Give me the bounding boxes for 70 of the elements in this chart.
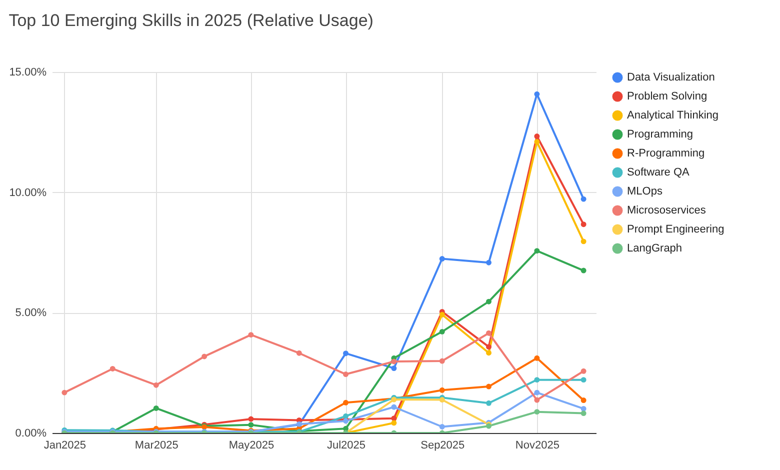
point <box>580 368 586 374</box>
point <box>391 358 397 364</box>
point <box>439 256 445 262</box>
x-tick-label: Mar2025 <box>134 440 178 452</box>
point <box>391 404 397 410</box>
point <box>580 222 586 228</box>
point <box>296 350 302 356</box>
y-tick-label: 15.00% <box>9 66 47 78</box>
point <box>248 332 254 338</box>
point <box>486 344 492 350</box>
point <box>534 355 540 361</box>
point <box>580 196 586 202</box>
point <box>486 260 492 266</box>
legend-label: MLOps <box>627 186 663 198</box>
point <box>110 366 116 372</box>
legend-label: Problem Solving <box>627 90 708 102</box>
legend-label: Analytical Thinking <box>627 110 719 122</box>
point <box>534 377 540 383</box>
y-tick-label: 0.00% <box>15 428 47 440</box>
point <box>343 426 348 432</box>
point <box>153 405 159 411</box>
point <box>534 409 540 415</box>
point <box>486 384 492 390</box>
x-tick-label: Sep2025 <box>420 440 465 452</box>
point <box>62 390 68 396</box>
point <box>534 397 540 403</box>
point <box>439 328 445 334</box>
legend-label: Data Visualization <box>627 72 715 84</box>
x-tick-label: Nov2025 <box>515 440 560 452</box>
point <box>534 248 540 254</box>
point <box>534 91 540 97</box>
x-tick-label: Jul2025 <box>326 440 366 452</box>
point <box>343 400 348 406</box>
point <box>439 397 445 403</box>
point <box>486 330 492 336</box>
point <box>534 134 540 139</box>
x-tick-label: May2025 <box>228 440 274 452</box>
point <box>580 377 586 383</box>
point <box>439 312 445 318</box>
point <box>391 416 397 422</box>
point <box>580 410 586 416</box>
point <box>534 390 540 396</box>
point <box>343 413 348 419</box>
point <box>343 372 348 378</box>
point <box>439 358 445 364</box>
point <box>486 298 492 304</box>
legend-label: Programming <box>627 128 694 140</box>
legend-label: Prompt Engineering <box>627 224 724 236</box>
y-tick-label: 10.00% <box>9 186 47 199</box>
chart-title: Top 10 Emerging Skills in 2025 (Relative Usage) <box>8 11 374 30</box>
point <box>439 424 445 430</box>
point <box>248 422 254 428</box>
point <box>486 350 492 356</box>
legend-label: Software QA <box>627 166 690 178</box>
point <box>486 400 492 406</box>
point <box>391 366 397 371</box>
point <box>580 268 586 274</box>
point <box>580 398 586 404</box>
point <box>580 238 586 244</box>
legend-label: Micrososervices <box>627 204 706 216</box>
point <box>439 387 445 393</box>
legend-label: R-Programming <box>627 148 705 160</box>
point <box>343 350 348 356</box>
x-tick-label: Jan2025 <box>44 440 86 452</box>
point <box>391 420 397 426</box>
y-tick-label: 5.00% <box>15 307 47 320</box>
point <box>248 416 254 422</box>
point <box>153 382 159 388</box>
legend-label: LangGraph <box>627 242 682 254</box>
point <box>202 354 208 360</box>
